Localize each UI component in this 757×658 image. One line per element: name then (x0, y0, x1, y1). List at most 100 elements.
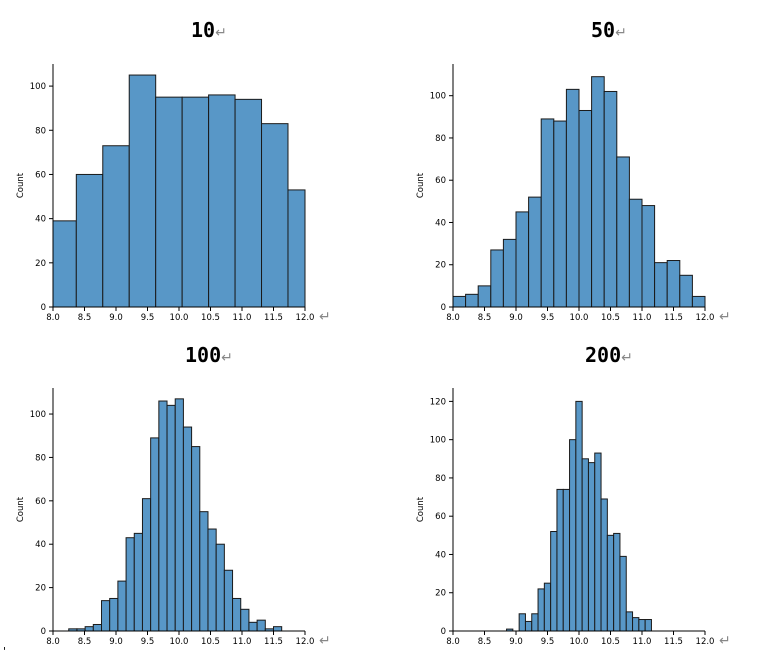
axis-return-mark: ↵ (319, 633, 331, 649)
histogram-bar (619, 555, 627, 632)
histogram-bar (465, 293, 479, 308)
histogram-bar (52, 220, 77, 308)
panel-title-10: 10↵ (191, 18, 227, 42)
x-tick-label: 9.0 (109, 313, 123, 323)
histogram-bar (199, 511, 209, 632)
histogram-bar (641, 205, 656, 308)
y-tick-label: 20 (435, 589, 446, 599)
axis-return-mark: ↵ (719, 309, 731, 325)
histogram-bar (562, 488, 571, 632)
x-tick-label: 10.0 (170, 313, 189, 323)
histogram-bar (182, 426, 193, 632)
histogram-bar (531, 613, 539, 632)
y-tick-label: 100 (30, 410, 46, 420)
y-tick-label: 20 (435, 261, 446, 271)
x-tick-label: 9.0 (109, 637, 123, 647)
panel-title-100: 100↵ (185, 343, 233, 367)
histogram-bar (616, 156, 630, 308)
histogram-bar (117, 580, 127, 632)
histogram-bar (628, 198, 643, 308)
y-axis-label: Count (416, 496, 426, 522)
y-tick-label: 100 (430, 92, 446, 102)
y-tick-label: 80 (35, 126, 46, 136)
histogram-bar (133, 532, 143, 632)
histogram-bar (581, 458, 589, 632)
x-tick-label: 8.0 (446, 313, 460, 323)
y-tick-label: 0 (441, 627, 446, 637)
histogram-bar (141, 498, 152, 632)
histogram-bar (125, 537, 135, 632)
y-tick-label: 80 (435, 134, 446, 144)
histogram-bar (502, 238, 517, 308)
x-tick-label: 8.5 (478, 313, 492, 323)
y-axis-label: Count (16, 496, 26, 522)
histogram-bar (256, 619, 266, 632)
x-tick-label: 8.5 (78, 637, 92, 647)
histogram-bar (575, 400, 583, 632)
histogram-bar (666, 260, 681, 308)
x-tick-label: 9.5 (541, 313, 555, 323)
panel-title-text: 200 (585, 343, 622, 367)
histogram-bar (553, 120, 567, 308)
histogram-bar (84, 626, 94, 632)
y-axis-label: Count (16, 172, 26, 198)
y-tick-label: 120 (430, 397, 446, 407)
x-tick-label: 10.5 (201, 637, 220, 647)
histogram-bar (477, 285, 492, 308)
y-tick-label: 40 (435, 550, 446, 560)
y-tick-label: 100 (430, 436, 446, 446)
edge-mark: ' (3, 645, 7, 658)
histogram-bar (591, 76, 605, 308)
panel-title-text: 100 (185, 343, 222, 367)
histogram-bar (92, 623, 103, 632)
histogram-bar (240, 608, 250, 632)
histogram-bar (654, 262, 668, 308)
x-tick-label: 11.5 (664, 637, 683, 647)
x-tick-label: 8.5 (478, 637, 492, 647)
histogram-bar (565, 88, 580, 308)
x-tick-label: 9.5 (141, 637, 155, 647)
histogram-bar (261, 123, 289, 308)
y-tick-label: 100 (30, 82, 46, 92)
histogram-bar (606, 534, 615, 632)
x-tick-label: 8.0 (46, 637, 60, 647)
x-tick-label: 10.0 (570, 637, 589, 647)
panel-title-text: 50 (591, 18, 616, 42)
y-tick-label: 60 (35, 170, 46, 180)
y-tick-label: 80 (35, 453, 46, 463)
x-tick-label: 8.0 (46, 313, 60, 323)
histogram-bar (679, 274, 693, 308)
panel-title-50: 50↵ (591, 18, 627, 42)
axis-return-mark: ↵ (719, 633, 731, 649)
x-tick-label: 11.0 (633, 313, 652, 323)
histogram-bar (528, 196, 542, 308)
x-tick-label: 11.5 (664, 313, 683, 323)
histogram-bar (603, 90, 618, 308)
return-mark: ↵ (615, 25, 627, 41)
histogram-bar (207, 528, 217, 632)
y-axis-label: Count (416, 172, 426, 198)
y-tick-label: 20 (35, 584, 46, 594)
y-tick-label: 60 (435, 176, 446, 186)
histogram-bar (158, 400, 168, 632)
histogram-bar (191, 446, 201, 632)
y-tick-label: 60 (35, 497, 46, 507)
x-tick-label: 10.5 (601, 637, 620, 647)
histogram-bar (556, 488, 564, 632)
histogram-bar (578, 109, 593, 308)
histogram-bar (550, 531, 558, 632)
histogram-bar (248, 621, 258, 632)
histogram-bar (515, 211, 530, 308)
x-tick-label: 12.0 (296, 313, 315, 323)
x-tick-label: 9.0 (509, 637, 523, 647)
x-tick-label: 9.0 (509, 313, 523, 323)
x-tick-label: 9.5 (541, 637, 555, 647)
x-tick-label: 11.0 (633, 637, 652, 647)
histogram-bar (234, 98, 263, 308)
axis-return-mark: ↵ (319, 309, 331, 325)
histogram-bar (540, 118, 555, 308)
x-tick-label: 10.0 (570, 313, 589, 323)
y-tick-label: 60 (435, 512, 446, 522)
histogram-bar (150, 437, 160, 632)
